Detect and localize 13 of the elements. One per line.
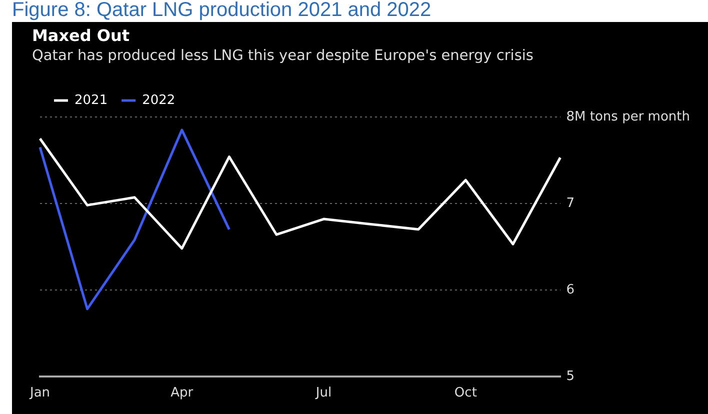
chart-subtitle: Qatar has produced less LNG this year despite Europe's energy crisis (32, 48, 534, 64)
y-tick-label: 5 (566, 368, 575, 384)
y-tick-label: 8M tons per month (566, 109, 690, 124)
chart-title: Maxed Out (32, 26, 130, 45)
x-tick-label: Jan (28, 386, 50, 401)
y-tick-label: 7 (566, 196, 575, 211)
legend-label: 2022 (142, 92, 176, 108)
caption: Figure 8: Qatar LNG production 2021 and 2022 (11, 0, 432, 21)
legend-label: 2021 (74, 92, 108, 108)
y-tick-label: 6 (566, 282, 575, 298)
x-tick-label: Apr (170, 386, 194, 401)
x-tick-label: Oct (454, 386, 477, 401)
x-tick-label: Jul (314, 386, 332, 401)
